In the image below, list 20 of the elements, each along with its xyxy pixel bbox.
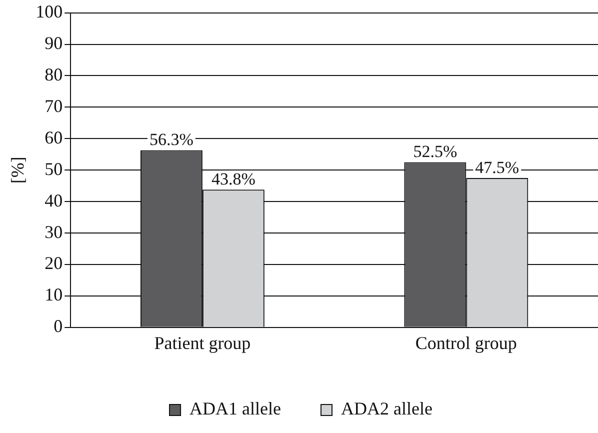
legend-label: ADA2 allele (341, 398, 432, 419)
y-tick-label: 40 (44, 190, 63, 210)
data-label: 47.5% (475, 158, 520, 177)
y-tick-label: 20 (44, 253, 63, 274)
x-tick-label: Control group (415, 332, 517, 353)
legend-label: ADA1 allele (190, 398, 282, 419)
y-tick-label: 10 (44, 284, 63, 305)
y-tick-label: 30 (44, 222, 63, 242)
y-tick-label: 90 (44, 32, 63, 53)
y-tick-label: 80 (44, 64, 63, 84)
data-label: 52.5% (413, 142, 458, 162)
y-tick-label: 60 (44, 127, 63, 148)
data-label: 56.3% (150, 130, 194, 150)
y-tick-label: 50 (44, 158, 63, 179)
x-tick-label: Patient group (154, 332, 251, 353)
data-label: 43.8% (211, 170, 256, 189)
y-axis-title: [%] (8, 156, 28, 184)
y-tick-label: 100 (36, 2, 63, 22)
y-tick-label: 0 (54, 316, 63, 336)
y-tick-label: 70 (44, 96, 63, 116)
